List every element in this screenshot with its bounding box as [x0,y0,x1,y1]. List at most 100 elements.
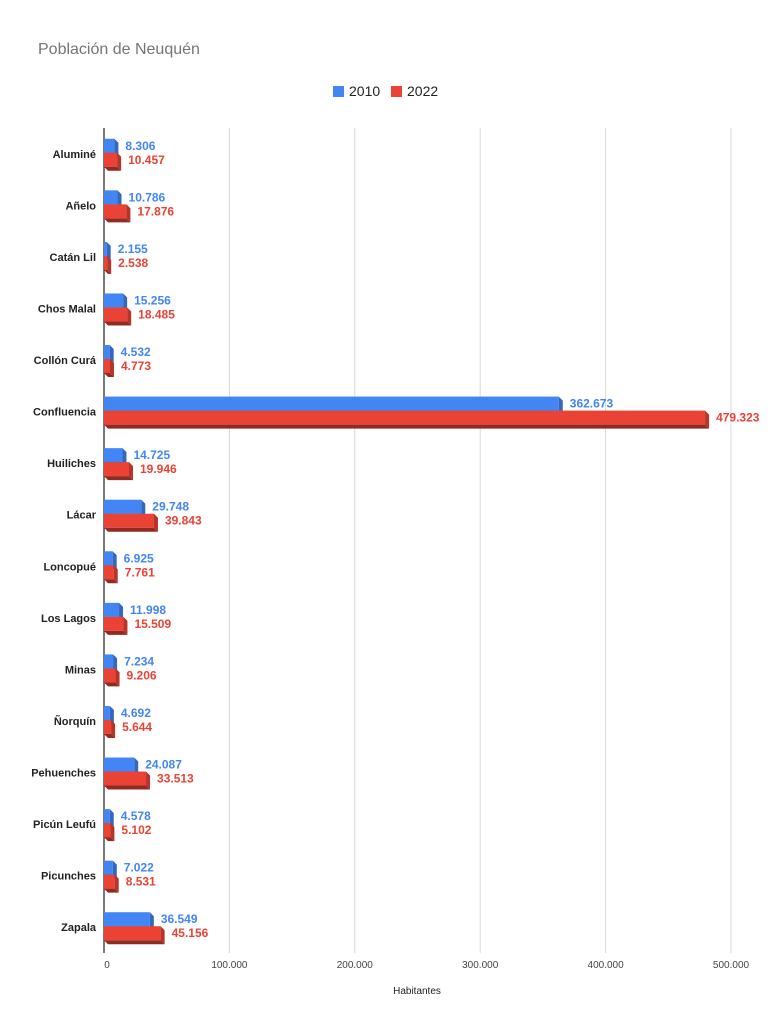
bar-depth-side [122,448,127,467]
data-label-2022: 479.323 [716,411,760,425]
bar-2022 [104,565,114,580]
legend-label-2010: 2010 [349,83,380,99]
bar-depth-side [112,860,117,879]
bar-depth-side [113,654,118,673]
bar-depth-bottom [104,733,116,738]
x-tick-label: 400.000 [588,960,625,971]
bar-depth-side [114,874,119,893]
bar-depth-side [153,513,158,532]
category-label: Loncopué [43,561,96,573]
bar-depth-side [123,616,128,635]
data-label-2022: 33.513 [157,772,194,786]
data-label-2010: 29.748 [152,500,189,514]
bar-2022 [104,823,111,838]
bar-2010 [104,602,120,617]
bar-2022 [104,771,147,786]
bar-2010 [104,705,110,720]
category-label: Lácar [67,510,97,522]
bar-depth-side [123,293,128,312]
data-label-2010: 15.256 [134,293,171,307]
bar-2010 [104,912,150,927]
data-label-2022: 8.531 [126,875,156,889]
category-label: Catán Lil [50,252,96,264]
bar-depth-side [558,396,563,415]
bar-depth-bottom [104,785,151,790]
bar-2010 [104,551,113,566]
bar-2010 [104,860,113,875]
bar-depth-bottom [104,373,114,378]
bar-2022 [104,410,706,425]
category-label: Zapala [61,922,97,934]
bar-depth-side [119,602,124,621]
bar-depth-side [129,462,134,481]
data-label-2022: 5.644 [122,720,152,734]
data-label-2022: 39.843 [165,514,202,528]
data-label-2022: 15.509 [134,617,171,631]
data-label-2022: 18.485 [138,307,175,321]
bar-2022 [104,307,128,322]
legend-swatch-2022 [391,86,402,97]
x-tick-label: 500.000 [713,960,750,971]
bar-depth-side [107,255,112,274]
category-label: Picunches [41,871,96,883]
bar-depth-side [127,307,132,326]
data-label-2022: 10.457 [128,153,165,167]
data-label-2010: 10.786 [129,190,166,204]
bar-depth-side [109,359,114,378]
category-label: Collón Curá [34,355,97,367]
bar-depth-bottom [104,424,710,429]
category-label: Añelo [65,200,96,212]
data-label-2010: 362.673 [570,397,614,411]
data-label-2010: 7.022 [124,861,154,875]
bar-2022 [104,668,116,683]
category-label: Aluminé [53,149,96,161]
bar-depth-side [149,912,154,931]
bar-2010 [104,138,115,153]
category-label: Confluencia [33,407,97,419]
bar-depth-bottom [104,682,120,687]
bar-2022 [104,874,115,889]
legend-swatch-2010 [333,86,344,97]
bar-2022 [104,926,161,941]
bar-2022 [104,513,154,528]
bar-2010 [104,654,114,669]
data-label-2010: 4.578 [121,809,151,823]
bar-2010 [104,241,107,256]
data-label-2010: 11.998 [130,603,166,617]
x-tick-label: 300.000 [462,960,499,971]
bar-depth-side [106,241,111,260]
bar-depth-side [141,499,146,518]
bar-2022 [104,616,124,631]
bar-2022 [104,462,130,477]
bar-depth-side [117,190,122,209]
x-axis-title: Habitantes [393,986,441,997]
bar-depth-side [160,926,165,945]
bar-depth-bottom [104,218,131,223]
bar-depth-bottom [104,579,118,584]
data-label-2010: 4.532 [121,345,151,359]
category-label: Chos Malal [38,303,96,315]
data-label-2022: 45.156 [172,926,209,940]
bar-depth-bottom [104,527,158,532]
bar-2010 [104,809,110,824]
bar-depth-side [117,152,122,171]
bar-depth-bottom [104,269,112,274]
bars [104,138,710,945]
bar-depth-bottom [104,166,122,171]
data-label-2022: 17.876 [137,204,174,218]
category-label: Ñorquín [54,715,96,728]
legend: 2010 2022 [333,83,438,99]
data-label-2010: 4.692 [121,706,151,720]
data-label-2010: 36.549 [161,912,198,926]
data-label-2010: 14.725 [133,448,170,462]
bar-depth-side [110,823,115,842]
bar-2022 [104,359,110,374]
bar-depth-side [115,668,120,687]
bar-depth-side [126,204,131,223]
data-label-2010: 7.234 [124,654,154,668]
bar-2010 [104,345,110,360]
bar-depth-side [111,719,116,738]
bar-2010 [104,757,135,772]
data-label-2022: 5.102 [121,823,151,837]
bar-2022 [104,204,127,219]
